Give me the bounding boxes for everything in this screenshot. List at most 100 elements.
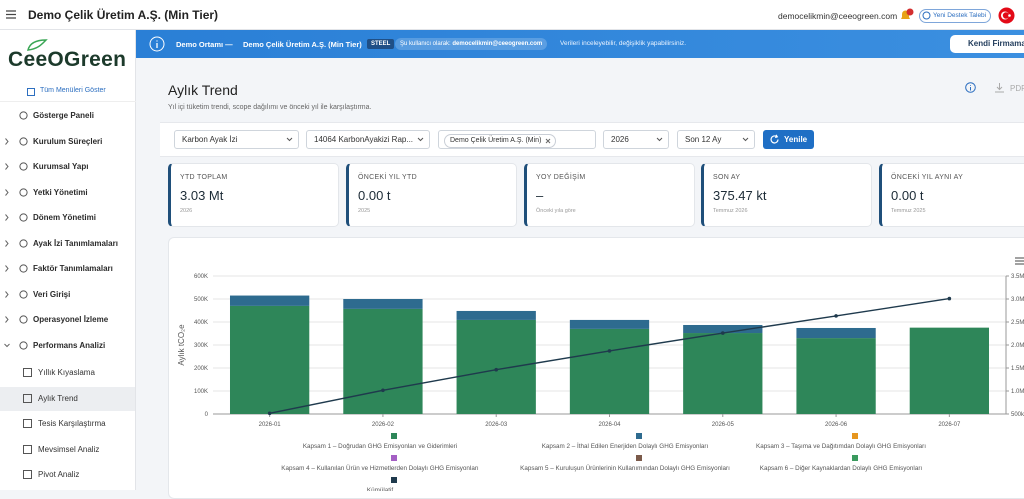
chart-menu[interactable]: [1015, 257, 1024, 265]
legend-label[interactable]: Kapsam 5 – Kuruluşun Ürünlerinin Kullanı…: [520, 464, 730, 472]
y2-tick-label: 2.0M: [1011, 343, 1024, 349]
menu-item[interactable]: Ayak İzi Tanımlamaları: [0, 234, 135, 254]
menu-label: Yetki Yönetimi: [33, 187, 88, 197]
show-all-link[interactable]: Tüm Menüleri Göster: [40, 87, 106, 94]
chevron: [5, 316, 9, 323]
menu-chevron: [5, 265, 9, 272]
bar: [796, 338, 876, 414]
kpi-label: YTD TOPLAM: [180, 174, 228, 181]
company-select[interactable]: Demo Çelik Üretim A.Ş. (Min): [438, 130, 596, 149]
line-point: [947, 296, 952, 301]
submenu-item[interactable]: Mevsimsel Analiz: [0, 438, 135, 462]
y-tick-label: 300K: [194, 343, 208, 349]
menu-item[interactable]: Kurulum Süreçleri: [0, 132, 135, 152]
y-tick-label: 100K: [194, 389, 208, 395]
submenu-item[interactable]: Pivot Analiz: [0, 463, 135, 487]
menu-item[interactable]: Dönem Yönetimi: [0, 208, 135, 228]
chart-card: 0 100K 200K 300K 400K 500K 600K 500k 1.0M 1.5M 2.0…: [168, 237, 1024, 499]
company-chip: Demo Çelik Üretim A.Ş. (Min): [444, 134, 557, 148]
menu-item[interactable]: Kurumsal Yapı: [0, 157, 135, 177]
banner-env: Demo Ortamı —: [176, 40, 233, 49]
kpi-value: 0.00 t: [891, 188, 924, 203]
own-company-button[interactable]: Kendi Firmama: [950, 35, 1024, 53]
menu-icon: [19, 238, 28, 248]
menu-chevron: [5, 188, 9, 196]
metric-select[interactable]: Karbon Ayak İzi: [174, 130, 299, 149]
menu-chevron: [5, 316, 9, 323]
submenu-item[interactable]: Tesis Karşılaştırma: [0, 412, 135, 436]
range-value: Son 12 Ay: [685, 135, 722, 144]
notification-bell[interactable]: [899, 8, 915, 22]
icon-shape: [19, 340, 28, 350]
menu-label: Operasyonel İzleme: [33, 315, 109, 324]
menu-label: Performans Analizi: [33, 340, 106, 350]
bar: [229, 305, 310, 414]
menu-icon: [19, 111, 28, 120]
chip-remove[interactable]: [545, 138, 551, 144]
submenu-label: Aylık Trend: [38, 393, 78, 403]
kpi-sub: Temmuz 2025: [891, 208, 926, 214]
legend-label[interactable]: Kapsam 1 – Doğrudan GHG Emisyonları ve G…: [303, 443, 457, 450]
kpi-value: 375.47 kt: [713, 188, 767, 203]
line-point: [381, 388, 385, 393]
legend-label[interactable]: Kümülatif: [367, 487, 393, 494]
legend-swatch[interactable]: [852, 433, 858, 439]
chevron: [5, 239, 9, 247]
legend-swatch[interactable]: [636, 433, 642, 439]
x-tick-label: 2026-01: [259, 422, 282, 428]
bar: [683, 324, 763, 334]
x-tick-label: 2026-07: [938, 422, 961, 428]
app-title: Demo Çelik Üretim A.Ş. (Min Tier): [28, 8, 219, 22]
kpi-label: ÖNCEKİ YIL AYNI AY: [891, 174, 964, 181]
user-email[interactable]: democelikmin@ceeogreen.com: [778, 11, 898, 21]
menu-item[interactable]: Performans Analizi: [0, 336, 135, 356]
legend-swatch[interactable]: [391, 477, 397, 483]
refresh-button[interactable]: Yenile: [763, 130, 814, 149]
legend-label[interactable]: Kapsam 3 – Taşıma ve Dağıtımdan Dolaylı …: [756, 443, 926, 450]
language-flag[interactable]: [998, 7, 1015, 24]
legend-swatch[interactable]: [852, 455, 858, 461]
menu-item[interactable]: Faktör Tanımlamaları: [0, 259, 135, 279]
menu-chevron: [5, 239, 9, 247]
pdf-button[interactable]: PDF: [1010, 84, 1024, 93]
company-value: Demo Çelik Üretim A.Ş. (Min): [450, 137, 542, 144]
icon-shape: [19, 136, 28, 146]
line-point: [607, 349, 612, 353]
year-select[interactable]: 2026: [603, 130, 669, 149]
icon-shape: [19, 264, 28, 273]
legend-label[interactable]: Kapsam 6 – Diğer Kaynaklardan Dolaylı GH…: [760, 465, 923, 472]
chevron: [417, 137, 424, 142]
legend-swatch[interactable]: [391, 455, 397, 461]
menu-chevron: [5, 137, 9, 145]
range-select[interactable]: Son 12 Ay: [677, 130, 755, 149]
x-tick-label: 2026-06: [825, 422, 848, 428]
submenu-item[interactable]: Yıllık Kıyaslama: [0, 361, 135, 385]
icon-shape: [23, 419, 32, 428]
support-button[interactable]: Yeni Destek Talebi: [919, 9, 991, 23]
legend-swatch[interactable]: [636, 455, 642, 461]
legend-label[interactable]: Kapsam 2 – İthal Edilen Enerjiden Dolayl…: [542, 441, 709, 450]
menu-toggle[interactable]: [6, 10, 16, 19]
x-tick-label: 2026-03: [485, 422, 508, 428]
kpi-card: SON AY 375.47 kt Temmuz 2026: [701, 163, 872, 227]
support-icon: [922, 11, 931, 20]
menu-item[interactable]: Veri Girişi: [0, 285, 135, 305]
kpi-value: 3.03 Mt: [180, 188, 224, 203]
menu-item[interactable]: Operasyonel İzleme: [0, 310, 135, 330]
metric-value: Karbon Ayak İzi: [182, 135, 238, 144]
report-select[interactable]: 14064 KarbonAyakizi Rap...: [306, 130, 430, 149]
submenu-item[interactable]: Aylık Trend: [0, 386, 135, 411]
menu-item[interactable]: Yetki Yönetimi: [0, 183, 135, 203]
y2-tick-label: 2.5M: [1011, 320, 1024, 326]
legend-swatch[interactable]: [391, 433, 397, 439]
kpi-label: ÖNCEKİ YIL YTD: [358, 174, 417, 181]
banner-company: Demo Çelik Üretim A.Ş. (Min Tier): [243, 40, 362, 49]
x-tick-label: 2026-02: [372, 422, 395, 428]
x-tick-label: 2026-05: [712, 422, 735, 428]
legend-label[interactable]: Kapsam 4 – Kullanılan Ürün ve Hizmetlerd…: [281, 464, 479, 472]
menu-label: Kurulum Süreçleri: [33, 136, 103, 146]
line-point: [267, 411, 272, 416]
menu-item[interactable]: Gösterge Paneli: [0, 106, 135, 126]
info-button[interactable]: [965, 82, 976, 93]
y-tick-label: 0: [205, 412, 209, 418]
